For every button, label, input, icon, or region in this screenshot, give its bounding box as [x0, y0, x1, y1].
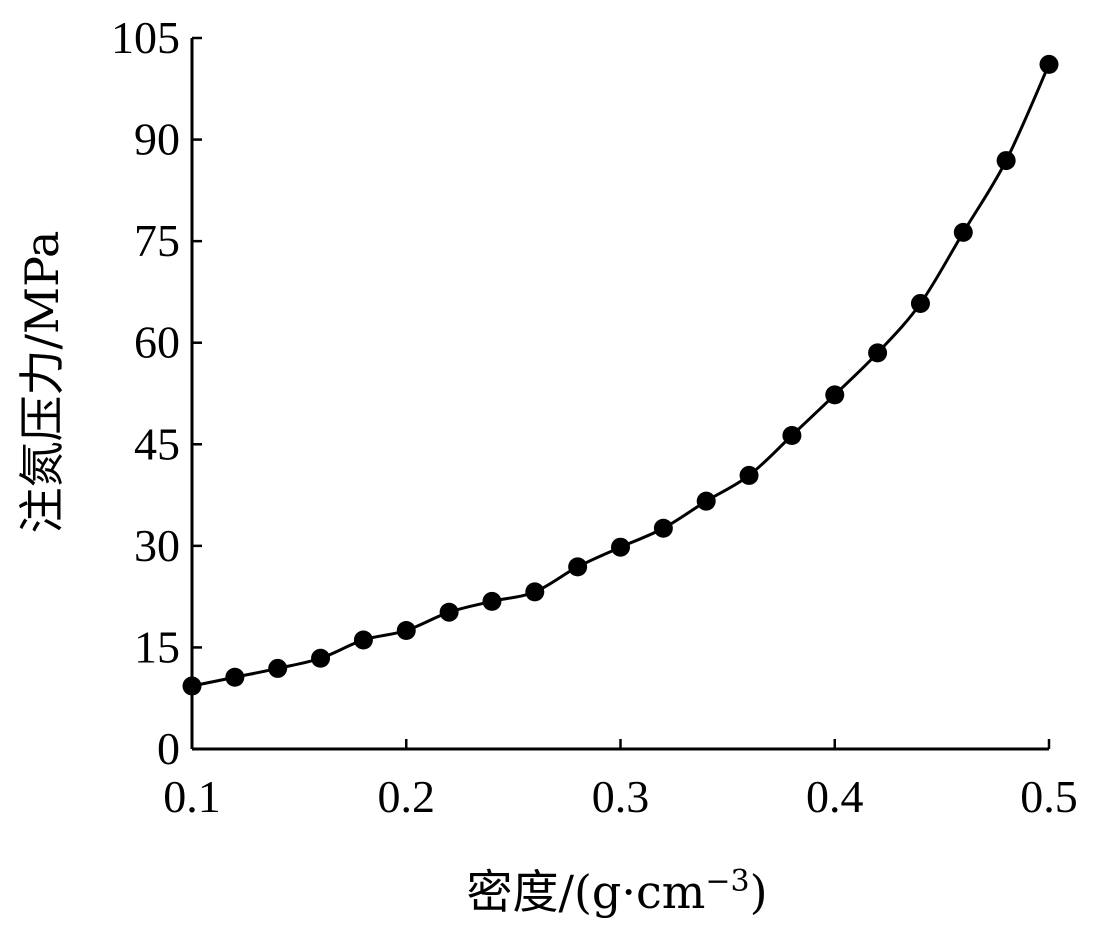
x-axis-title: 密度/(g·cm−3) [466, 864, 767, 920]
y-tick-labels: 0 15 30 45 60 75 90 105 [111, 12, 180, 774]
data-point [225, 667, 245, 687]
data-point [525, 582, 545, 602]
y-tick-label: 75 [134, 215, 180, 266]
x-tick-label: 0.4 [806, 771, 864, 822]
x-tick-label: 0.1 [163, 771, 221, 822]
data-point [739, 465, 759, 485]
data-point [268, 658, 288, 678]
data-point [996, 151, 1016, 171]
y-tick-label: 15 [134, 621, 180, 672]
data-point [696, 491, 716, 511]
data-point [611, 537, 630, 557]
x-axis-title-main: 密度/(g·cm [466, 865, 705, 919]
data-point [1039, 54, 1059, 74]
data-point [825, 385, 845, 405]
x-tick-label: 0.2 [378, 771, 436, 822]
y-tick-label: 105 [111, 12, 180, 63]
fit-curve-layer [191, 63, 1051, 688]
data-point [782, 425, 802, 445]
data-point [439, 602, 459, 622]
data-point [910, 293, 930, 313]
data-point [482, 591, 502, 611]
data-point [868, 343, 888, 363]
data-point [353, 630, 373, 650]
x-tick-label: 0.5 [1020, 771, 1078, 822]
y-tick-label: 45 [134, 418, 180, 469]
y-axis-title: 注氮压力/MPa [15, 231, 69, 534]
x-tick-labels: 0.1 0.2 0.3 0.4 0.5 [163, 771, 1078, 822]
data-point [953, 222, 973, 242]
y-tick-label: 0 [157, 723, 180, 774]
x-tick-label: 0.3 [592, 771, 650, 822]
x-axis-title-suffix: ) [750, 865, 768, 919]
data-point [182, 676, 202, 696]
data-point [396, 621, 416, 640]
y-tick-label: 60 [134, 317, 180, 368]
data-point [653, 518, 673, 538]
fit-curve [191, 63, 1051, 688]
data-point [311, 648, 331, 668]
axes [190, 36, 1051, 751]
data-point [568, 557, 588, 577]
y-tick-label: 90 [134, 114, 180, 165]
x-axis-title-superscript: −3 [705, 864, 749, 899]
data-markers [182, 54, 1059, 696]
y-tick-label: 30 [134, 520, 180, 571]
